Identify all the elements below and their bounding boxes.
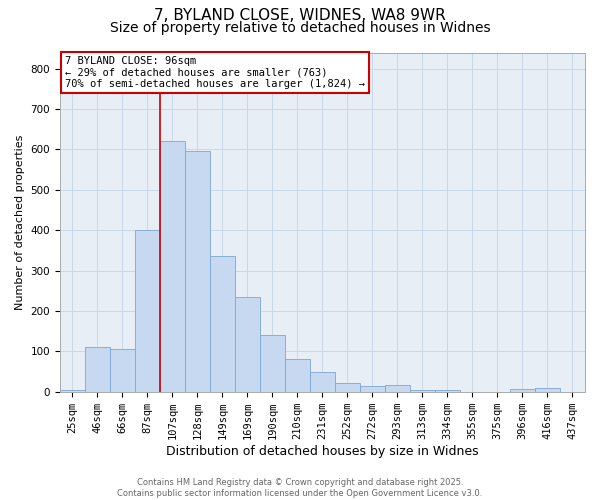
- Bar: [110, 348, 135, 392]
- Bar: [185, 152, 210, 392]
- Bar: [285, 358, 310, 392]
- Bar: [535, 388, 560, 392]
- X-axis label: Distribution of detached houses by size in Widnes: Distribution of detached houses by size …: [166, 444, 479, 458]
- Y-axis label: Number of detached properties: Number of detached properties: [15, 134, 25, 310]
- Bar: [210, 256, 235, 392]
- Bar: [435, 390, 460, 392]
- Bar: [410, 390, 435, 392]
- Text: 7 BYLAND CLOSE: 96sqm
← 29% of detached houses are smaller (763)
70% of semi-det: 7 BYLAND CLOSE: 96sqm ← 29% of detached …: [65, 56, 365, 89]
- Bar: [385, 385, 410, 392]
- Text: Size of property relative to detached houses in Widnes: Size of property relative to detached ho…: [110, 21, 490, 35]
- Bar: [85, 348, 110, 392]
- Bar: [335, 383, 360, 392]
- Bar: [360, 386, 385, 392]
- Text: Contains HM Land Registry data © Crown copyright and database right 2025.
Contai: Contains HM Land Registry data © Crown c…: [118, 478, 482, 498]
- Text: 7, BYLAND CLOSE, WIDNES, WA8 9WR: 7, BYLAND CLOSE, WIDNES, WA8 9WR: [154, 8, 446, 22]
- Bar: [260, 335, 285, 392]
- Bar: [310, 372, 335, 392]
- Bar: [135, 230, 160, 392]
- Bar: [60, 390, 85, 392]
- Bar: [160, 142, 185, 392]
- Bar: [235, 297, 260, 392]
- Bar: [510, 389, 535, 392]
